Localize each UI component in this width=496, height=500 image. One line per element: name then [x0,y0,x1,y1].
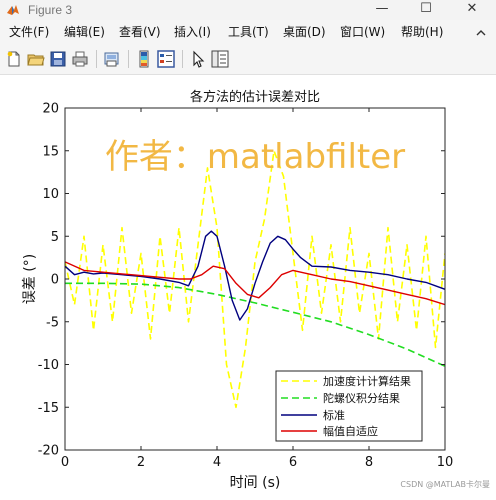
menu-insert[interactable]: 插入(I) [174,25,211,39]
menu-bar: 文件(F) 编辑(E) 查看(V) 插入(I) 工具(T) 桌面(D) 窗口(W… [0,20,496,44]
y-tick-label: 15 [42,144,59,159]
pointer-icon[interactable] [188,49,208,69]
close-button[interactable]: ✕ [466,1,478,16]
y-tick-label: -10 [38,358,59,373]
x-tick-label: 6 [289,455,297,470]
x-tick-label: 8 [365,455,373,470]
toolbar-separator [182,50,183,68]
y-tick-label: -20 [38,444,59,459]
window-title: Figure 3 [28,3,73,17]
figure-plot: 各方法的估计误差对比 0 2 4 6 8 10 -20 -15 -10 -5 0 5 10 15 20 时间… [22,89,490,491]
legend-label-accel: 加速度计计算结果 [323,374,411,388]
menu-help[interactable]: 帮助(H) [401,25,444,39]
y-tick-label: 0 [51,273,59,288]
series-line-standard [65,230,445,321]
series-line-gyro [65,282,445,367]
y-tick-label: -15 [38,401,59,416]
legend-label-gyro: 陀螺仪积分结果 [323,391,400,405]
y-axis-label: 误差 (°) [22,254,38,304]
y-tick-label: -5 [46,315,59,330]
x-tick-label: 2 [137,455,145,470]
property-inspector-icon[interactable] [210,49,230,69]
toolbar-separator [96,50,97,68]
save-icon[interactable] [48,49,68,69]
x-tick-label: 0 [61,455,69,470]
chart-title: 各方法的估计误差对比 [190,89,320,105]
new-figure-icon[interactable] [4,49,24,69]
figure-toolbar [0,44,496,75]
menu-desktop[interactable]: 桌面(D) [283,25,326,39]
menu-edit[interactable]: 编辑(E) [64,25,105,39]
y-tick-label: 10 [42,187,59,202]
series-layer [65,150,445,409]
maximize-button[interactable]: ☐ [420,1,432,16]
x-tick-label: 4 [213,455,221,470]
colorbar-icon[interactable] [134,49,154,69]
y-tick-label: 20 [42,102,59,117]
series-line-adaptive [65,261,445,306]
menu-window[interactable]: 窗口(W) [340,25,386,39]
menubar-arrow-icon[interactable] [476,28,486,38]
x-axis-label: 时间 (s) [230,475,281,491]
toolbar-separator [128,50,129,68]
legend-box [275,370,423,442]
chart-legend[interactable]: 加速度计计算结果 陀螺仪积分结果 标准 幅值自适应 [275,370,423,442]
legend-icon[interactable] [156,49,176,69]
minimize-button[interactable]: — [375,1,389,16]
menu-tools[interactable]: 工具(T) [228,25,269,39]
x-tick-label: 10 [437,455,454,470]
credit-watermark: CSDN @MATLAB卡尔曼 [400,479,490,489]
legend-label-adaptive: 幅值自适应 [323,424,378,438]
print-preview-icon[interactable] [102,49,122,69]
watermark-text: 作者：matlabfilter [105,137,405,177]
print-icon[interactable] [70,49,90,69]
y-tick-label: 5 [51,230,59,245]
figure-canvas[interactable]: 各方法的估计误差对比 0 2 4 6 8 10 -20 -15 -10 -5 0 5 10 15 20 时间… [0,75,496,496]
menu-view[interactable]: 查看(V) [119,25,161,39]
open-file-icon[interactable] [26,49,46,69]
menu-file[interactable]: 文件(F) [9,25,50,39]
window-titlebar: Figure 3 — ☐ ✕ [0,0,496,20]
matlab-app-icon [7,5,19,15]
axes-box [64,107,446,451]
series-line-accel [65,150,445,409]
legend-label-standard: 标准 [323,408,345,422]
